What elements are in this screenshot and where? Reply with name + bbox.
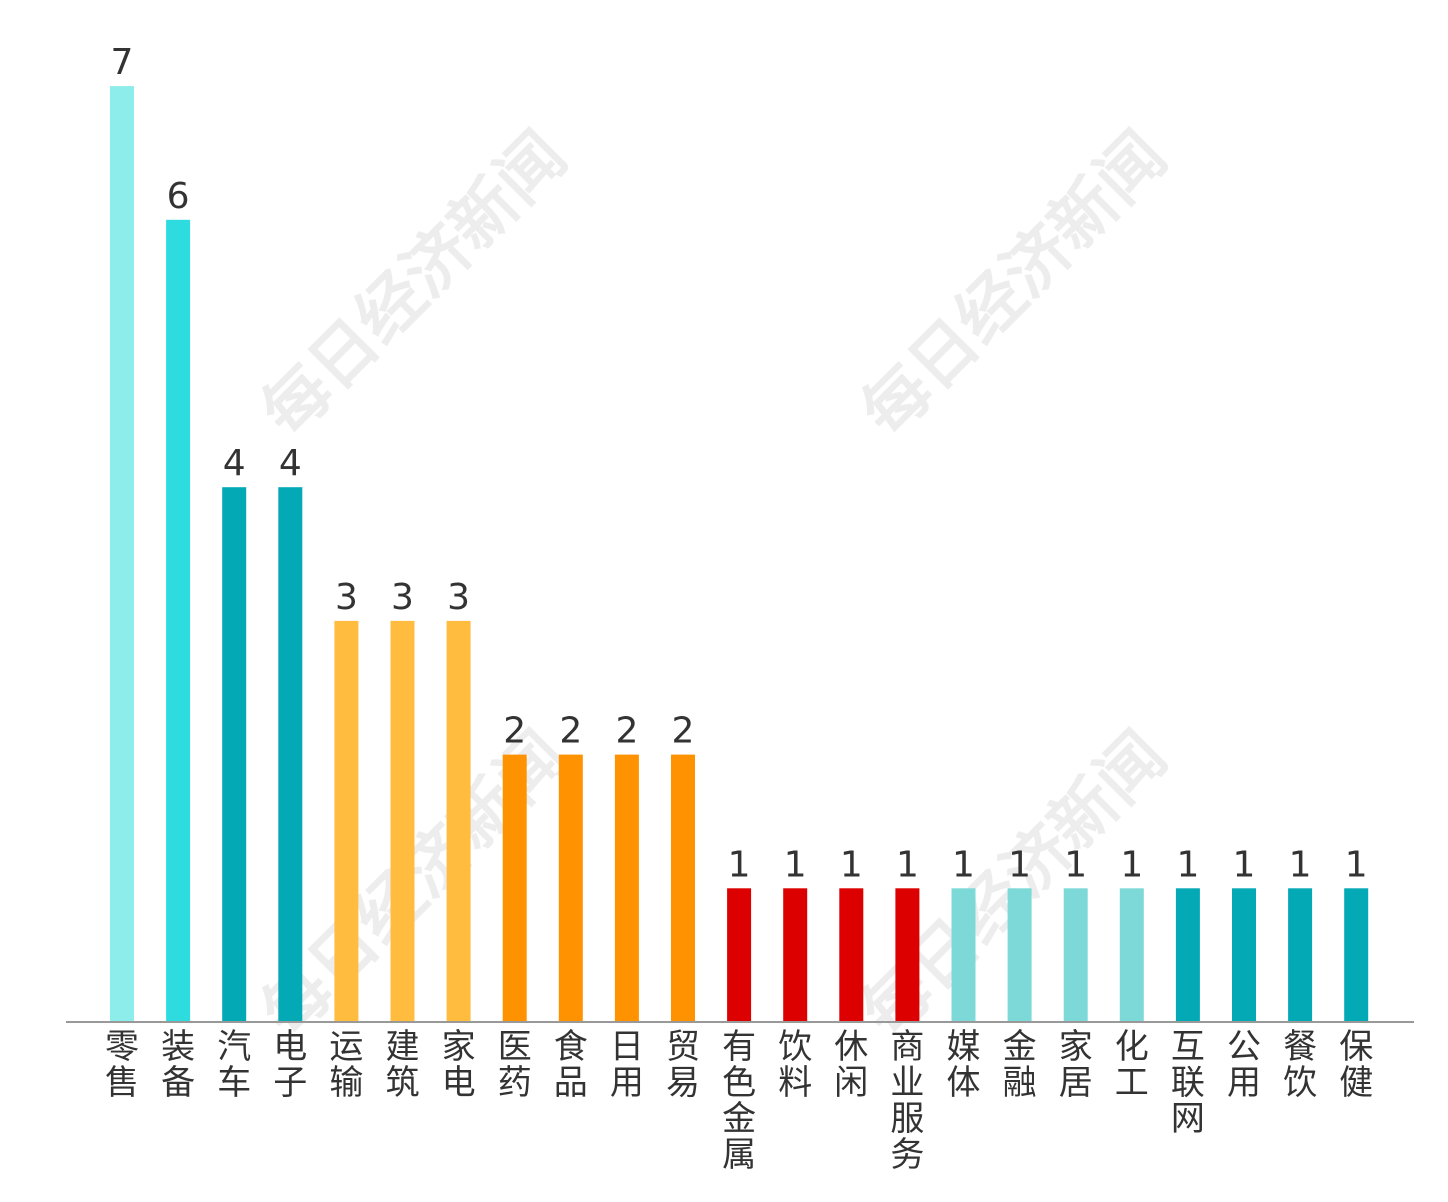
bar-9 bbox=[614, 754, 639, 1022]
value-label-9: 2 bbox=[615, 711, 638, 752]
category-label-21: 餐饮 bbox=[1283, 1027, 1317, 1103]
category-label-19: 互联网 bbox=[1171, 1027, 1205, 1139]
category-label-6: 家电 bbox=[442, 1027, 476, 1103]
bar-2 bbox=[222, 487, 247, 1022]
value-label-19: 1 bbox=[1176, 844, 1199, 885]
bar-18 bbox=[1119, 888, 1144, 1022]
category-label-18: 化工 bbox=[1115, 1027, 1149, 1103]
category-labels-layer: 零售装备汽车电子运输建筑家电医药食品日用贸易有色金属饮料休闲商业服务媒体金融家居… bbox=[105, 1027, 1373, 1175]
value-label-7: 2 bbox=[503, 711, 526, 752]
value-label-0: 7 bbox=[111, 42, 134, 83]
bar-6 bbox=[446, 620, 471, 1022]
bar-21 bbox=[1288, 888, 1313, 1022]
value-label-17: 1 bbox=[1064, 844, 1087, 885]
bar-19 bbox=[1175, 888, 1200, 1022]
bars-layer bbox=[110, 86, 1369, 1023]
value-label-6: 3 bbox=[447, 577, 470, 618]
bar-20 bbox=[1232, 888, 1256, 1022]
value-label-2: 4 bbox=[223, 443, 246, 484]
bar-11 bbox=[727, 888, 752, 1022]
value-label-20: 1 bbox=[1233, 844, 1256, 885]
bar-15 bbox=[951, 888, 976, 1022]
category-label-9: 日用 bbox=[610, 1027, 644, 1103]
category-label-20: 公用 bbox=[1227, 1027, 1261, 1103]
value-label-4: 3 bbox=[335, 577, 358, 618]
bar-13 bbox=[839, 888, 864, 1022]
category-label-14: 商业服务 bbox=[890, 1027, 924, 1175]
watermark-layer: 每日经济新闻每日经济新闻每日经济新闻每日经济新闻 bbox=[247, 117, 1181, 1051]
category-label-4: 运输 bbox=[329, 1027, 363, 1103]
category-label-12: 饮料 bbox=[778, 1027, 812, 1103]
value-label-16: 1 bbox=[1008, 844, 1031, 885]
bar-8 bbox=[558, 754, 583, 1022]
value-label-10: 2 bbox=[672, 711, 695, 752]
bar-4 bbox=[334, 620, 359, 1022]
category-label-22: 保健 bbox=[1339, 1027, 1373, 1103]
category-label-17: 家居 bbox=[1059, 1027, 1093, 1103]
value-label-5: 3 bbox=[391, 577, 414, 618]
category-label-10: 贸易 bbox=[666, 1027, 700, 1103]
category-label-16: 金融 bbox=[1003, 1027, 1037, 1103]
value-label-11: 1 bbox=[728, 844, 751, 885]
category-label-8: 食品 bbox=[554, 1027, 588, 1103]
value-label-8: 2 bbox=[559, 711, 582, 752]
value-label-15: 1 bbox=[952, 844, 975, 885]
bar-17 bbox=[1063, 888, 1088, 1022]
category-label-11: 有色金属 bbox=[722, 1027, 756, 1175]
bar-16 bbox=[1007, 888, 1032, 1022]
category-label-1: 装备 bbox=[161, 1027, 195, 1103]
watermark-text: 每日经济新闻 bbox=[847, 117, 1181, 451]
category-label-13: 休闲 bbox=[834, 1027, 868, 1103]
watermark-text: 每日经济新闻 bbox=[247, 117, 581, 451]
value-labels-layer: 764 43 3 32 2 2 21 1 1 1 1 1 1 1 1 1 1 1 bbox=[111, 42, 1368, 885]
value-label-14: 1 bbox=[896, 844, 919, 885]
category-label-2: 汽车 bbox=[217, 1027, 251, 1103]
value-label-1: 6 bbox=[167, 176, 190, 217]
category-label-3: 电子 bbox=[273, 1027, 307, 1103]
bar-5 bbox=[390, 620, 415, 1022]
value-label-3: 4 bbox=[279, 443, 302, 484]
value-label-21: 1 bbox=[1289, 844, 1312, 885]
category-label-15: 媒体 bbox=[947, 1027, 981, 1103]
value-label-12: 1 bbox=[784, 844, 807, 885]
bar-12 bbox=[783, 888, 808, 1022]
bar-22 bbox=[1344, 888, 1369, 1022]
value-label-18: 1 bbox=[1120, 844, 1143, 885]
bar-3 bbox=[278, 487, 303, 1022]
bar-10 bbox=[671, 754, 695, 1022]
category-label-0: 零售 bbox=[105, 1027, 139, 1103]
value-label-13: 1 bbox=[840, 844, 863, 885]
category-label-7: 医药 bbox=[498, 1027, 532, 1103]
bar-1 bbox=[166, 219, 191, 1023]
value-label-22: 1 bbox=[1345, 844, 1368, 885]
bar-14 bbox=[895, 888, 920, 1022]
bar-0 bbox=[110, 86, 134, 1023]
bar-7 bbox=[502, 754, 527, 1022]
category-label-5: 建筑 bbox=[386, 1027, 420, 1103]
